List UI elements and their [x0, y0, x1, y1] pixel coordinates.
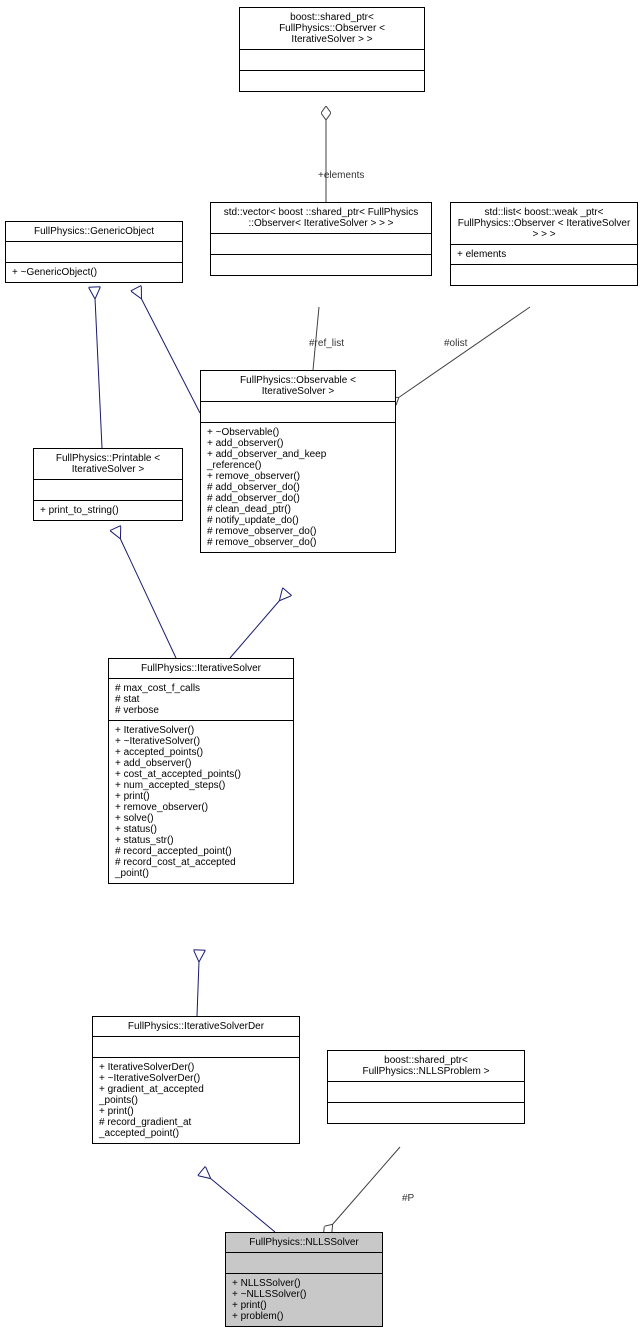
class-section	[451, 265, 637, 285]
class-section	[211, 234, 431, 255]
class-title: FullPhysics::GenericObject	[6, 222, 182, 242]
class-section	[328, 1082, 524, 1103]
class-title: std::list< boost::weak _ptr< FullPhysics…	[451, 203, 637, 245]
class-section	[201, 402, 395, 423]
class-section: + ~GenericObject()	[6, 263, 182, 282]
class-section: + ~Observable() + add_observer() + add_o…	[201, 423, 395, 552]
class-listObserver: std::list< boost::weak _ptr< FullPhysics…	[450, 202, 638, 286]
class-vectorObserver: std::vector< boost ::shared_ptr< FullPhy…	[210, 202, 432, 276]
edge-label: #ref_list	[309, 338, 344, 349]
class-printable: FullPhysics::Printable < IterativeSolver…	[33, 448, 183, 521]
class-section: + NLLSSolver() + ~NLLSSolver() + print()…	[226, 1274, 382, 1326]
edge-label: #P	[402, 1193, 414, 1204]
class-sharedNLLS: boost::shared_ptr< FullPhysics::NLLSProb…	[327, 1050, 525, 1124]
class-section	[240, 71, 424, 91]
class-observable: FullPhysics::Observable < IterativeSolve…	[200, 370, 396, 553]
class-title: std::vector< boost ::shared_ptr< FullPhy…	[211, 203, 431, 234]
class-section	[240, 50, 424, 71]
class-title: boost::shared_ptr< FullPhysics::NLLSProb…	[328, 1051, 524, 1082]
class-title: FullPhysics::IterativeSolver	[109, 659, 293, 679]
class-title: FullPhysics::NLLSSolver	[226, 1233, 382, 1253]
class-title: FullPhysics::IterativeSolverDer	[93, 1017, 299, 1037]
class-section: # max_cost_f_calls # stat # verbose	[109, 679, 293, 721]
class-section	[328, 1103, 524, 1123]
edge-label: #olist	[444, 338, 467, 349]
edge-label: +elements	[318, 170, 364, 181]
class-section	[6, 242, 182, 263]
class-section	[93, 1037, 299, 1058]
class-title: FullPhysics::Observable < IterativeSolve…	[201, 371, 395, 402]
class-iterSolver: FullPhysics::IterativeSolver# max_cost_f…	[108, 658, 294, 884]
class-title: FullPhysics::Printable < IterativeSolver…	[34, 449, 182, 480]
class-section: + IterativeSolver() + ~IterativeSolver()…	[109, 721, 293, 883]
class-section	[34, 480, 182, 501]
class-section	[211, 255, 431, 275]
class-nllsSolver: FullPhysics::NLLSSolver+ NLLSSolver() + …	[225, 1232, 383, 1327]
class-section: + elements	[451, 245, 637, 265]
class-sharedObserver: boost::shared_ptr< FullPhysics::Observer…	[239, 7, 425, 92]
class-title: boost::shared_ptr< FullPhysics::Observer…	[240, 8, 424, 50]
class-section	[226, 1253, 382, 1274]
diagram-canvas: boost::shared_ptr< FullPhysics::Observer…	[0, 0, 641, 1333]
class-genericObject: FullPhysics::GenericObject+ ~GenericObje…	[5, 221, 183, 283]
class-section: + IterativeSolverDer() + ~IterativeSolve…	[93, 1058, 299, 1143]
class-iterSolverDer: FullPhysics::IterativeSolverDer+ Iterati…	[92, 1016, 300, 1144]
class-section: + print_to_string()	[34, 501, 182, 520]
